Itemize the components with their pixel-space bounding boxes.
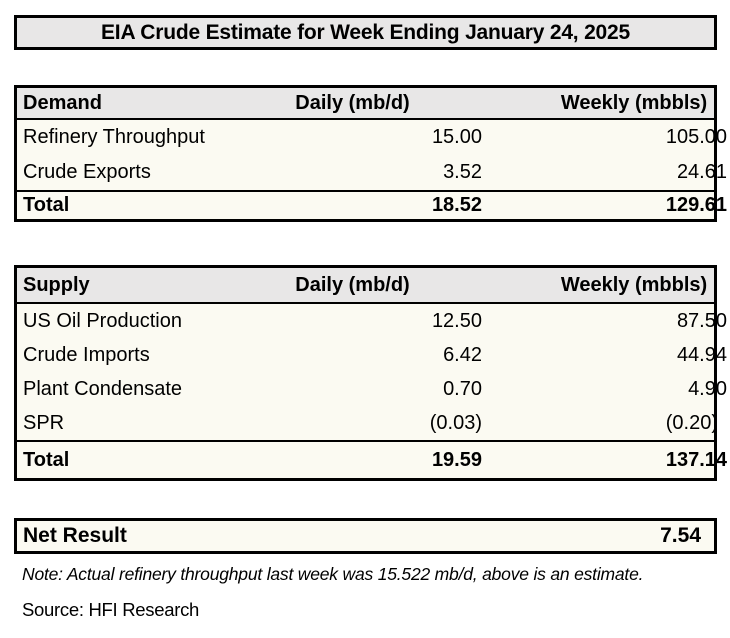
row-label: Crude Imports (23, 343, 150, 366)
weekly-value: 105.00 (665, 126, 727, 148)
total-daily-value: 18.52 (431, 194, 482, 216)
weekly-value: 44.94 (676, 343, 727, 366)
demand-header-row: Demand Daily (mb/d) Weekly (mbbls) (17, 88, 714, 120)
net-result-label: Net Result (23, 524, 127, 547)
daily-value: (0.03) (429, 411, 482, 434)
footnote: Note: Actual refinery throughput last we… (22, 564, 644, 584)
table-row-crude-imports: Crude Imports 6.42 44.94 (17, 338, 727, 372)
row-label: SPR (23, 411, 65, 434)
table-row-refinery-throughput: Refinery Throughput 15.00 105.00 (17, 120, 727, 155)
total-weekly-value: 137.14 (665, 448, 727, 471)
row-label: Crude Exports (23, 161, 151, 183)
table-row-crude-exports: Crude Exports 3.52 24.61 (17, 155, 727, 190)
net-result-box: Net Result 7.54 (14, 518, 717, 554)
daily-value: 0.70 (443, 377, 482, 400)
weekly-value: 24.61 (676, 161, 727, 183)
supply-header-row: Supply Daily (mb/d) Weekly (mbbls) (17, 268, 714, 304)
supply-table: Supply Daily (mb/d) Weekly (mbbls) US Oi… (14, 265, 727, 481)
weekly-value: 4.90 (688, 377, 727, 400)
total-daily-value: 19.59 (431, 448, 482, 471)
demand-col-header-weekly: Weekly (mbbls) (560, 91, 708, 114)
page-title: EIA Crude Estimate for Week Ending Janua… (101, 20, 630, 44)
table-row-plant-condensate: Plant Condensate 0.70 4.90 (17, 372, 727, 406)
demand-table: Demand Daily (mb/d) Weekly (mbbls) Refin… (14, 85, 727, 222)
supply-header-label: Supply (23, 273, 90, 296)
table-row-spr: SPR (0.03) (0.20) (17, 406, 718, 440)
row-label: Refinery Throughput (23, 126, 205, 148)
total-label: Total (23, 448, 70, 471)
daily-value: 6.42 (443, 343, 482, 366)
supply-col-header-weekly: Weekly (mbbls) (560, 273, 708, 296)
daily-value: 12.50 (431, 309, 482, 332)
weekly-value: 87.50 (676, 309, 727, 332)
supply-total-row: Total 19.59 137.14 (17, 440, 727, 478)
net-result-value: 7.54 (660, 524, 701, 547)
demand-total-row: Total 18.52 129.61 (17, 190, 727, 219)
demand-col-header-daily: Daily (mb/d) (295, 91, 410, 114)
weekly-value: (0.20) (665, 411, 718, 434)
daily-value: 15.00 (431, 126, 482, 148)
daily-value: 3.52 (443, 161, 482, 183)
source-credit: Source: HFI Research (22, 599, 200, 620)
supply-col-header-daily: Daily (mb/d) (295, 273, 410, 296)
row-label: US Oil Production (23, 309, 182, 332)
demand-header-label: Demand (23, 91, 102, 114)
row-label: Plant Condensate (23, 377, 183, 400)
total-label: Total (23, 194, 70, 216)
title-bar: EIA Crude Estimate for Week Ending Janua… (14, 15, 717, 50)
table-row-us-oil-production: US Oil Production 12.50 87.50 (17, 304, 727, 338)
total-weekly-value: 129.61 (665, 194, 727, 216)
